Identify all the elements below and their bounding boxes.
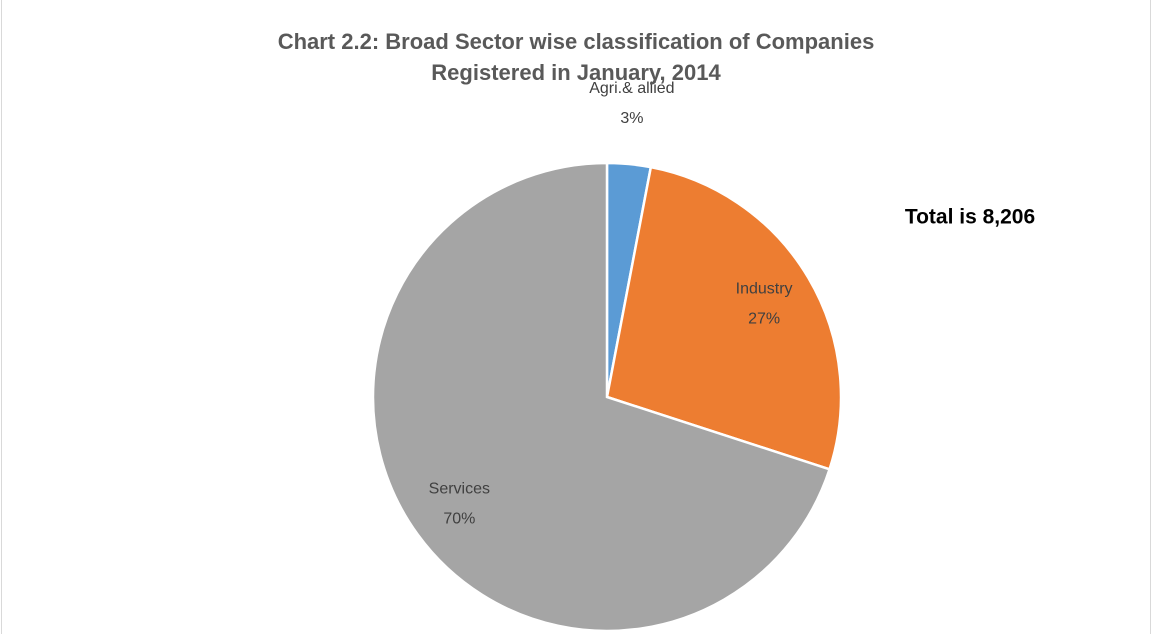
pie-slice [605, 165, 843, 471]
chart-title: Chart 2.2: Broad Sector wise classificat… [277, 29, 875, 85]
pie-slice [371, 161, 832, 633]
slice-label: Agri.& allied [589, 80, 674, 97]
slice-label: Services [429, 481, 490, 498]
slice-value-label: 27% [748, 310, 780, 327]
slice-value-label: 3% [620, 110, 643, 127]
slice-label: Industry [736, 280, 793, 297]
total-annotation: Total is 8,206 [905, 206, 1035, 229]
slice-value-label: 70% [443, 511, 475, 528]
